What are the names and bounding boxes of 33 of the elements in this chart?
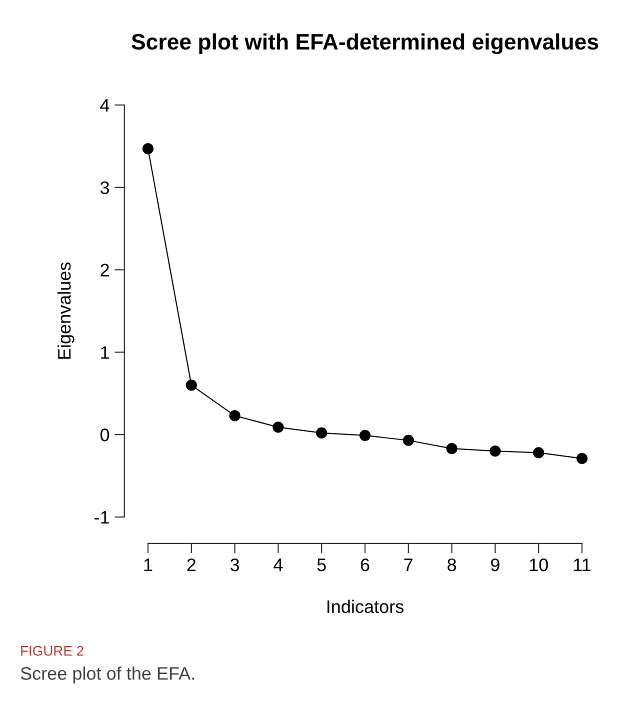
caption: FIGURE 2 <box>21 646 84 656</box>
point <box>359 430 371 441</box>
x-tick-label: 4 <box>274 558 283 572</box>
y-axis-title: Eigenvalues <box>57 262 74 359</box>
point <box>446 443 458 454</box>
chart-title: Scree plot with EFA-determined eigenvalues <box>132 33 598 54</box>
y-tick-label: 4 <box>100 99 110 112</box>
point <box>142 143 154 154</box>
point <box>490 446 501 457</box>
x-tick-label: 9 <box>491 558 500 572</box>
y-tick-label: 2 <box>100 264 109 276</box>
x-tick-label: 6 <box>360 558 370 572</box>
point <box>576 452 588 464</box>
x-axis-title: Indicators <box>328 600 404 614</box>
x-tick-label: 11 <box>574 558 590 572</box>
x-tick-label: 8 <box>448 558 456 572</box>
y-tick-label: -1 <box>94 511 109 524</box>
x-tick-label: 1 <box>144 558 152 572</box>
x-tick-label: 10 <box>530 558 548 572</box>
y-tick-label: 1 <box>101 346 109 359</box>
x-tick-label: 2 <box>187 558 196 572</box>
y-tick-label: 0 <box>100 428 110 442</box>
text: Scree plot of the EFA. <box>20 666 194 684</box>
point <box>229 410 240 422</box>
y-tick-label: 3 <box>100 181 110 194</box>
x-tick-label: 5 <box>317 558 326 572</box>
x-tick-label: 3 <box>230 558 240 572</box>
point <box>402 434 414 446</box>
x-tick-label: 7 <box>404 558 413 572</box>
point <box>186 380 197 391</box>
point <box>533 447 544 458</box>
point <box>272 422 284 433</box>
point <box>316 427 328 439</box>
